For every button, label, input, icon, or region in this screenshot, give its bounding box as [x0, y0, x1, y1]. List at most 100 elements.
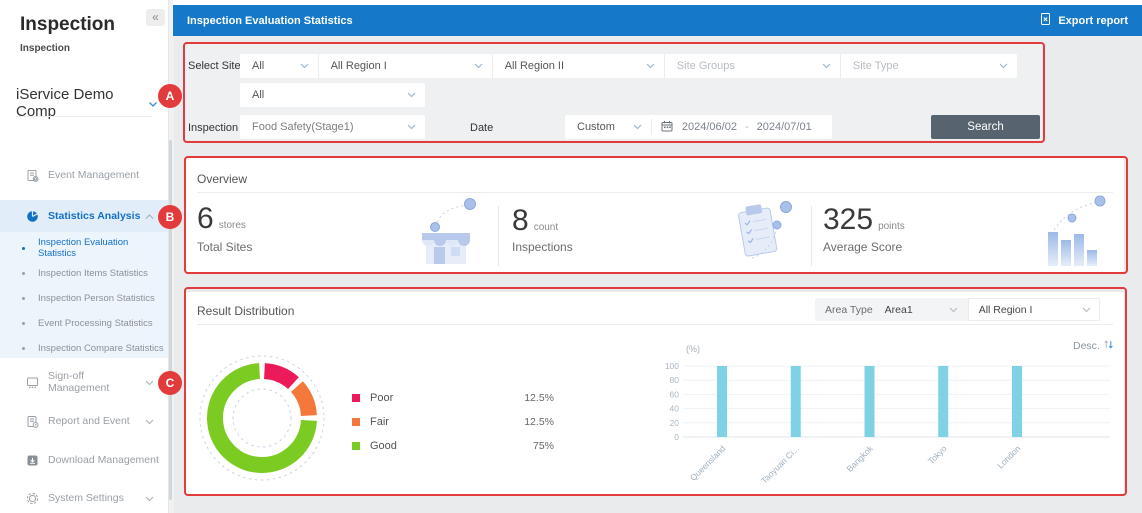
legend-value: 75% [532, 440, 554, 452]
chevron-down-icon [145, 373, 154, 391]
area-type-controls: Area Type Area1 All Region I [815, 298, 1100, 321]
area-type-dropdown[interactable]: Area1 [884, 303, 913, 316]
export-report-button[interactable]: Export report [1039, 12, 1128, 29]
site-groups-dropdown[interactable]: Site Groups [665, 54, 841, 78]
monitor-icon [26, 376, 39, 389]
site-scope-value: All [252, 60, 265, 72]
sidebar-item-label: Statistics Analysis [48, 210, 141, 222]
select-site-label: Select Site [188, 60, 241, 72]
poor-swatch-icon [352, 394, 360, 402]
sidebar-item-label: Sign-off Management [48, 370, 110, 394]
chevron-down-icon [148, 95, 158, 112]
inspection-list-value: Food Safety(Stage1) [252, 121, 354, 133]
date-range-separator: - [744, 121, 749, 133]
gear-icon [26, 492, 39, 505]
clipboard-illustration [728, 194, 804, 273]
chevron-down-icon [145, 489, 154, 507]
search-button-label: Search [967, 121, 1004, 133]
sidebar-item-inspection-compare-statistics[interactable]: Inspection Compare Statistics [0, 339, 168, 357]
site-type-dropdown[interactable]: Site Type [841, 54, 1017, 78]
chevron-up-icon [145, 207, 154, 225]
svg-text:100: 100 [665, 361, 679, 371]
sidebar-item-report-and-event[interactable]: Report and Event [0, 408, 168, 434]
chevron-down-icon [1082, 304, 1091, 316]
site-type-placeholder: Site Type [852, 60, 899, 72]
region1-dropdown[interactable]: All Region I [319, 54, 493, 78]
total-sites-label: Total Sites [197, 240, 253, 254]
legend-label: Fair [370, 416, 389, 428]
result-distribution-title: Result Distribution [197, 304, 295, 318]
date-mode-dropdown[interactable]: Custom [577, 121, 615, 133]
export-report-label: Export report [1058, 14, 1128, 27]
pie-chart-icon [26, 210, 39, 223]
sidebar-item-label: Download Management [48, 454, 159, 466]
inspections-value: 8 [512, 204, 529, 237]
chevron-down-icon [407, 121, 416, 133]
download-icon [26, 454, 39, 467]
bullet-icon [22, 296, 25, 300]
chevron-down-icon [474, 60, 483, 72]
divider [811, 206, 812, 266]
sidebar-item-label: Report and Event [48, 415, 130, 427]
sidebar-item-statistics-analysis[interactable]: Statistics Analysis [0, 200, 168, 232]
store-illustration [412, 194, 490, 273]
chevron-down-icon [407, 89, 416, 101]
svg-text:Queensland: Queensland [688, 443, 728, 483]
chevron-down-icon [999, 60, 1008, 72]
region2-value: All Region II [504, 60, 565, 72]
brand-title: Inspection [20, 14, 116, 35]
fair-swatch-icon [352, 418, 360, 426]
sidebar-item-inspection-evaluation-statistics[interactable]: Inspection Evaluation Statistics [0, 237, 168, 259]
sidebar-item-inspection-person-statistics[interactable]: Inspection Person Statistics [0, 289, 168, 307]
company-name: iService Demo Comp [16, 86, 114, 120]
legend-label: Poor [370, 392, 394, 404]
average-score-unit: points [878, 221, 905, 232]
chevron-down-icon [633, 121, 642, 133]
divider [197, 192, 1113, 193]
date-to-value[interactable]: 2024/07/01 [756, 121, 812, 133]
submenu-item-label: Inspection Evaluation Statistics [38, 237, 129, 259]
sidebar-item-inspection-items-statistics[interactable]: Inspection Items Statistics [0, 264, 168, 282]
annotation-marker-a: A [158, 84, 182, 108]
svg-text:80: 80 [670, 375, 680, 385]
search-button[interactable]: Search [931, 115, 1040, 139]
svg-text:Tokyo: Tokyo [926, 443, 949, 466]
company-selector[interactable]: iService Demo Comp [16, 86, 158, 120]
legend-label: Good [370, 440, 397, 452]
inspection-list-dropdown[interactable]: Food Safety(Stage1) [240, 115, 425, 139]
chart-illustration [1042, 192, 1118, 277]
sidebar-collapse-button[interactable]: « [146, 9, 165, 26]
sort-control[interactable]: Desc. [1073, 339, 1114, 353]
sidebar-item-event-management[interactable]: Event Management [0, 162, 168, 188]
divider [650, 119, 652, 135]
divider [498, 206, 499, 266]
average-score-label: Average Score [823, 240, 903, 254]
calendar-icon[interactable] [661, 120, 673, 135]
chevron-down-icon [145, 412, 154, 430]
divider [197, 324, 1113, 325]
site-groups-placeholder: Site Groups [676, 60, 735, 72]
date-label: Date [470, 122, 494, 134]
sidebar-item-download-management[interactable]: Download Management [0, 447, 168, 473]
result-distribution-card [186, 292, 1124, 494]
sidebar-item-system-settings[interactable]: System Settings [0, 485, 168, 511]
chevron-down-icon [822, 60, 831, 72]
date-from-value[interactable]: 2024/06/02 [681, 121, 737, 133]
region-dropdown[interactable]: All Region I [967, 298, 1100, 321]
submenu-item-label: Inspection Items Statistics [38, 267, 148, 279]
region2-dropdown[interactable]: All Region II [493, 54, 665, 78]
inspections-stat: 8 count [512, 206, 558, 236]
annotation-marker-c: C [158, 371, 182, 395]
site-sub-dropdown[interactable]: All [240, 83, 425, 107]
result-donut-chart [192, 348, 332, 493]
overview-card [186, 158, 1124, 272]
report-icon [26, 415, 39, 428]
excel-export-icon [1039, 12, 1052, 29]
site-scope-dropdown[interactable]: All [240, 54, 319, 78]
event-management-icon [26, 169, 39, 182]
sidebar-item-signoff-management[interactable]: Sign-off Management [0, 369, 168, 395]
chevron-down-icon [949, 304, 958, 316]
sidebar-item-event-processing-statistics[interactable]: Event Processing Statistics [0, 314, 168, 332]
sidebar-scrollbar-thumb[interactable] [169, 140, 172, 500]
